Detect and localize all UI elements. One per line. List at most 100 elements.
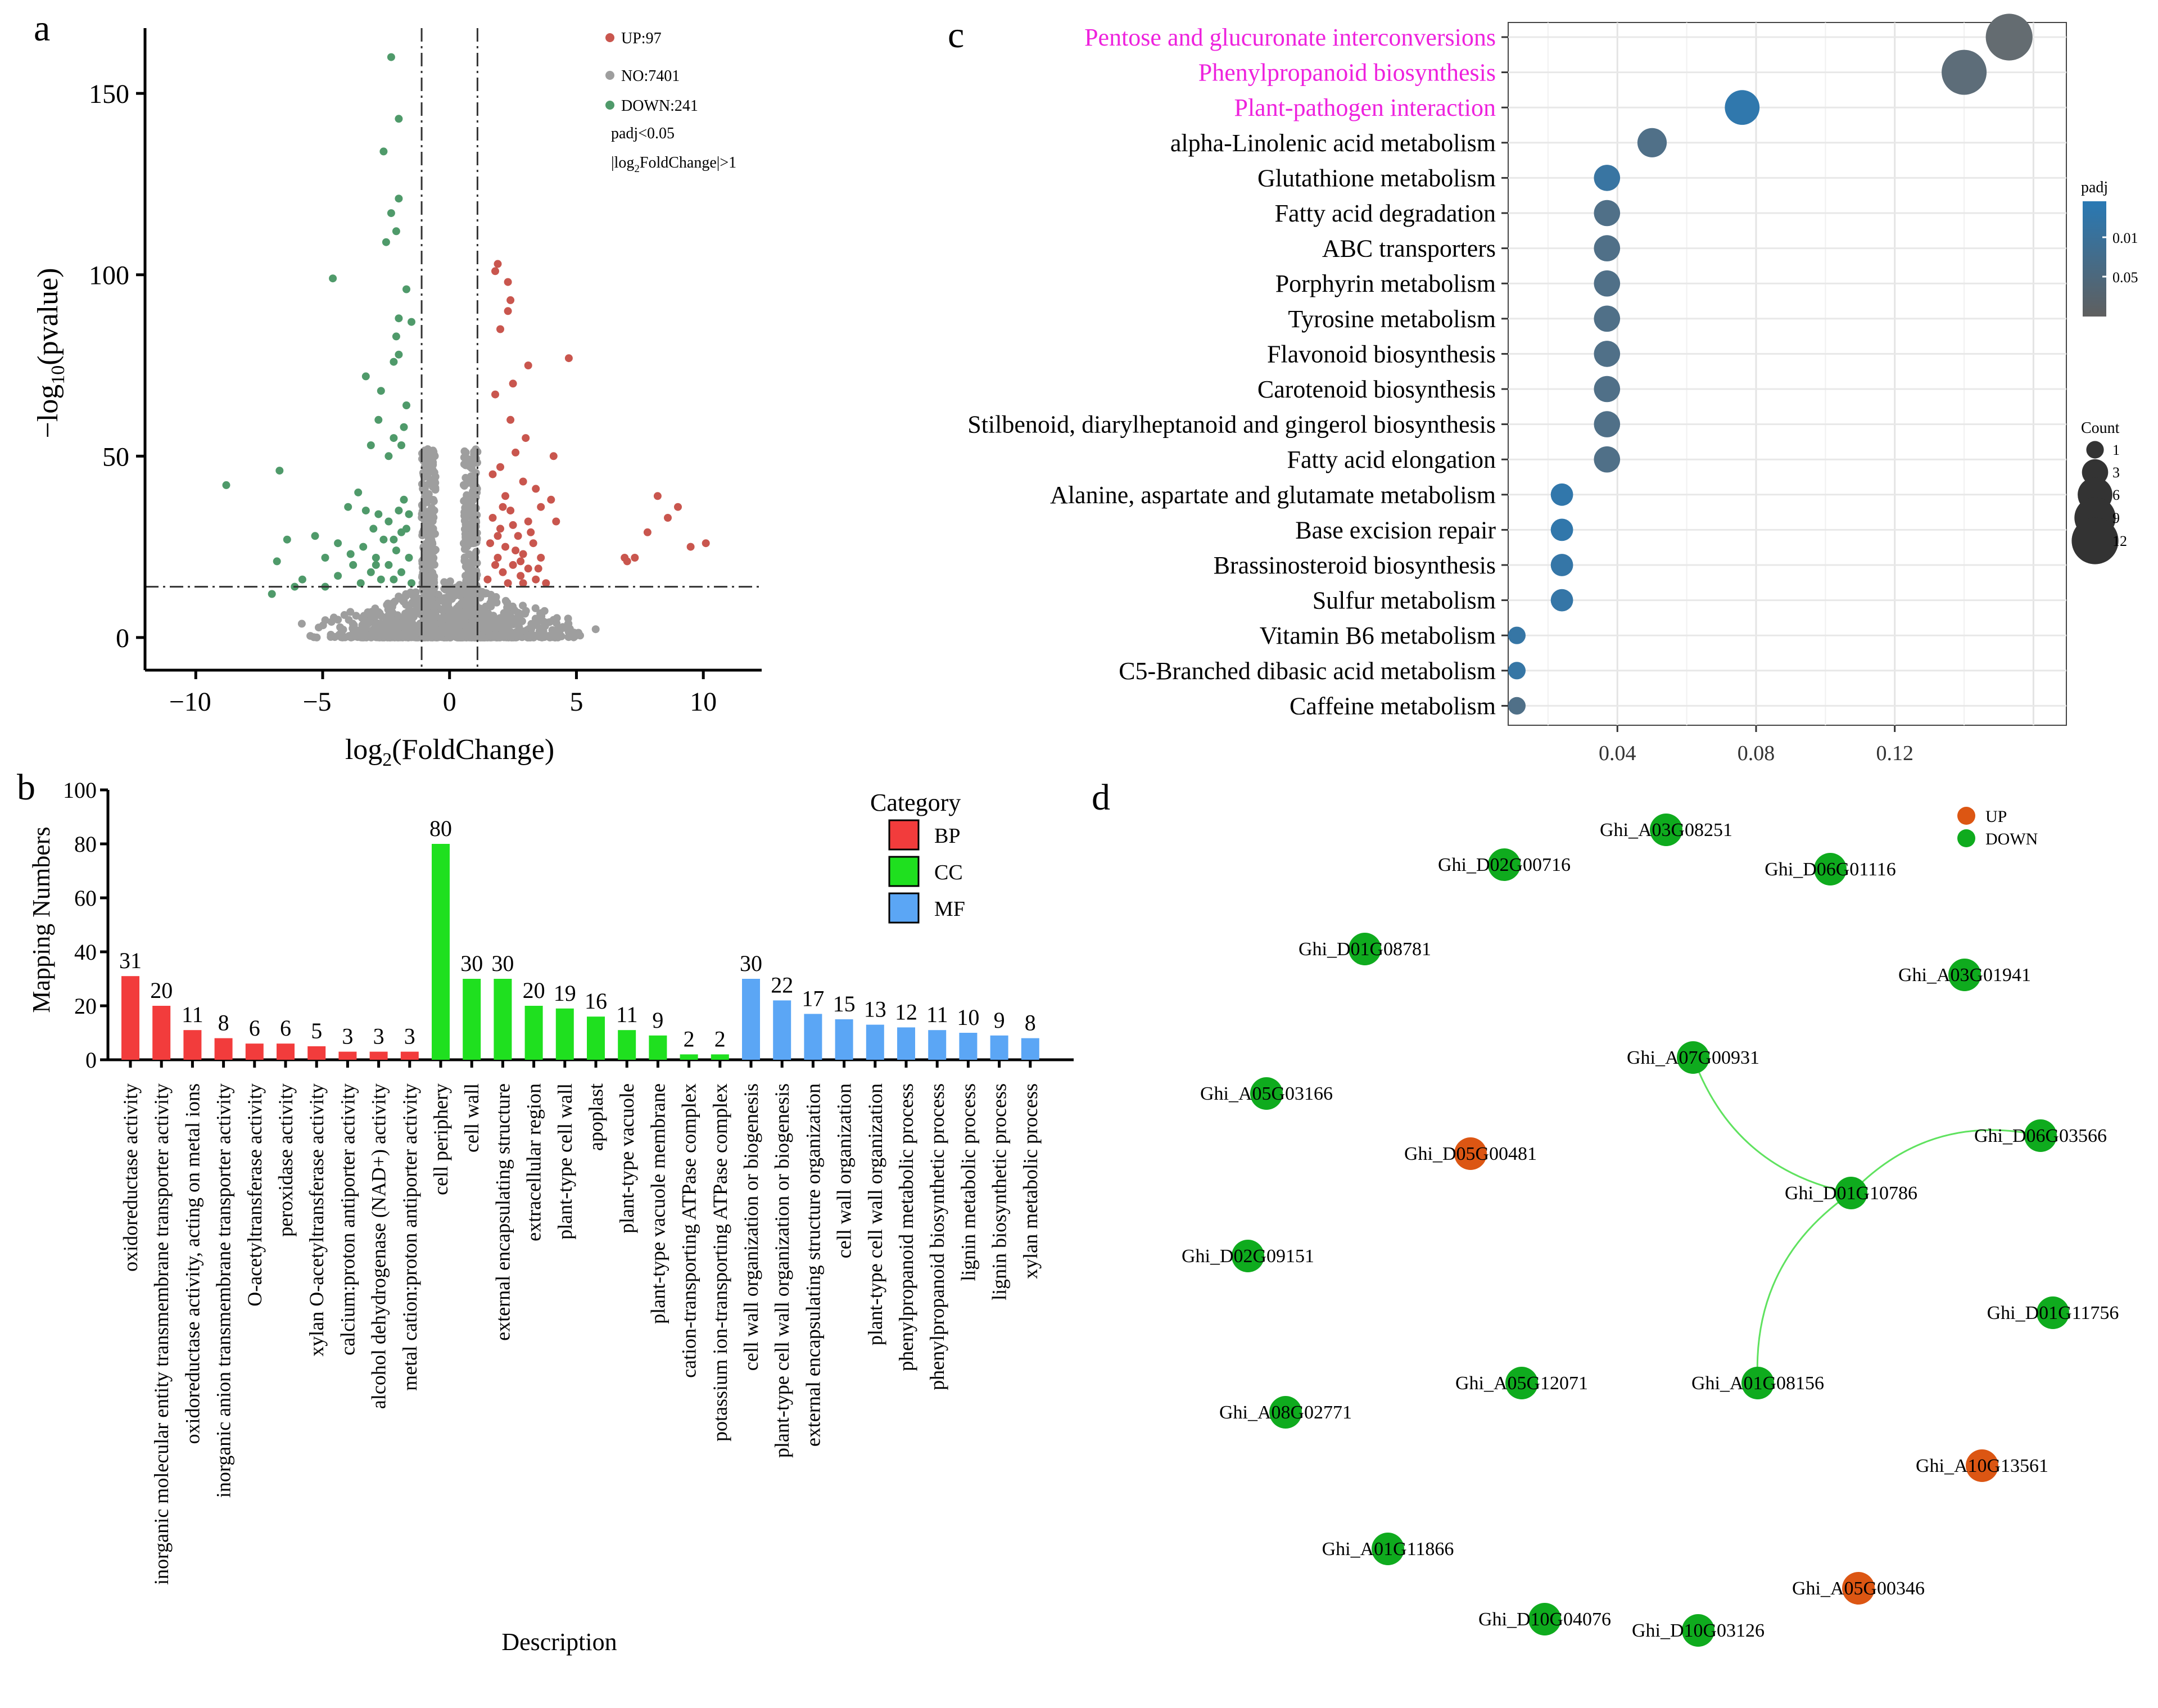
legend-down-label: DOWN:241	[621, 97, 698, 115]
gene-network: Ghi_A03G08251 Ghi_D02G00716 Ghi_D06G01116 G…	[1182, 807, 2119, 1647]
go-bar-value-label: 12	[895, 999, 917, 1024]
network-node	[1232, 1240, 1264, 1272]
volcano-point-down	[346, 550, 355, 558]
volcano-point-ns	[361, 625, 370, 633]
volcano-point-up	[631, 554, 639, 562]
network-edge	[1850, 1129, 2041, 1194]
volcano-point-down	[222, 481, 230, 489]
go-bar	[928, 1030, 947, 1060]
legend-padj-note: padj<0.05	[611, 125, 675, 142]
volcano-point-ns	[531, 631, 540, 640]
volcano-point-down	[321, 554, 329, 562]
volcano-point-ns	[504, 612, 512, 620]
go-category-label: metal cation:proton antiporter activity	[399, 1083, 421, 1391]
kegg-pathway-label: Fatty acid elongation	[1287, 446, 1496, 473]
volcano-point-ns	[358, 614, 366, 622]
volcano-point-ns	[465, 625, 473, 633]
volcano-point-up	[524, 362, 532, 369]
kegg-pathway-label: ABC transporters	[1322, 235, 1496, 263]
volcano-point-ns	[490, 622, 497, 630]
volcano-point-ns	[539, 623, 548, 631]
padj-legend-title: padj	[2081, 179, 2108, 196]
volcano-point-ns	[468, 491, 476, 500]
volcano-point-ns	[499, 624, 508, 632]
padj-tick-label-005: 0.05	[2112, 269, 2138, 286]
volcano-point-up	[522, 434, 530, 442]
go-bar-value-label: 5	[311, 1018, 322, 1043]
volcano-point-up	[491, 561, 499, 569]
volcano-point-ns	[418, 502, 427, 510]
volcano-point-up	[552, 517, 560, 526]
kegg-pathway-label: Pentose and glucuronate interconversions	[1084, 24, 1496, 51]
volcano-point-ns	[553, 614, 561, 622]
volcano-point-ns	[426, 467, 434, 475]
volcano-point-ns	[431, 620, 439, 628]
legend-ns-marker	[605, 71, 614, 80]
volcano-point-ns	[469, 590, 477, 598]
go-category-label: calcium:proton antiporter activity	[336, 1083, 359, 1355]
kegg-pathway-label: Carotenoid biosynthesis	[1257, 376, 1496, 403]
volcano-point-up	[532, 575, 540, 584]
volcano-point-up	[519, 477, 527, 486]
go-bar	[990, 1035, 1008, 1060]
network-node-label: Ghi_A05G00346	[1792, 1578, 1925, 1599]
go-bar-value-label: 80	[429, 816, 452, 841]
kegg-pathway-label: alpha-Linolenic acid metabolism	[1170, 129, 1496, 157]
volcano-point-down	[379, 147, 388, 156]
volcano-point-down	[390, 535, 398, 544]
volcano-point-down	[395, 507, 403, 515]
go-bar-value-label: 9	[994, 1007, 1005, 1033]
legend-up-marker	[605, 33, 614, 42]
volcano-point-down	[392, 546, 400, 555]
network-node-label: Ghi_D06G01116	[1765, 859, 1896, 880]
volcano-point-down	[359, 543, 368, 551]
go-bar-value-label: 19	[554, 980, 576, 1006]
volcano-point-ns	[522, 607, 530, 615]
volcano-point-up	[512, 448, 520, 457]
volcano-point-up	[494, 532, 502, 540]
go-bar	[866, 1024, 884, 1060]
network-node-label: Ghi_D01G08781	[1299, 939, 1431, 960]
go-bar-value-label: 10	[957, 1005, 979, 1030]
volcano-point-up	[504, 278, 512, 286]
go-bar	[524, 1006, 543, 1060]
volcano-point-down	[344, 503, 352, 511]
network-edges	[1692, 1057, 2041, 1384]
go-bar	[649, 1035, 667, 1060]
volcano-point-ns	[402, 600, 410, 609]
network-node-label: Ghi_D05G00481	[1404, 1144, 1537, 1164]
volcano-point-down	[275, 467, 284, 475]
volcano-point-down	[329, 274, 337, 283]
volcano-x-tick-label: −10	[169, 687, 211, 717]
count-legend-label: 1	[2112, 442, 2120, 458]
volcano-point-ns	[460, 581, 468, 589]
volcano-point-up	[486, 539, 494, 548]
network-node	[1948, 959, 1981, 991]
go-bar-value-label: 11	[182, 1002, 203, 1027]
volcano-point-ns	[409, 622, 417, 630]
go-category-label: plant-type cell wall organization or bio…	[771, 1083, 793, 1458]
volcano-point-up	[547, 495, 555, 504]
network-node	[1835, 1177, 1867, 1209]
volcano-point-up	[509, 379, 517, 388]
volcano-significant-points	[222, 53, 710, 598]
go-category-label: phenylpropanoid biosynthetic process	[926, 1083, 948, 1390]
volcano-y-axis-title: −log10(pvalue)	[32, 268, 69, 438]
volcano-point-up	[491, 390, 499, 399]
go-bar-value-label: 30	[740, 951, 762, 976]
network-node	[1741, 1367, 1774, 1399]
go-bar-value-label: 9	[652, 1007, 663, 1033]
volcano-point-down	[374, 415, 383, 424]
volcano-threshold-lines	[145, 28, 762, 670]
volcano-point-ns	[508, 620, 515, 629]
volcano-point-up	[549, 452, 558, 460]
volcano-point-ns	[482, 602, 490, 611]
volcano-point-up	[483, 575, 492, 584]
volcano-point-down	[387, 209, 395, 218]
volcano-y-axis-title-rest: (pvalue)	[32, 268, 64, 365]
volcano-point-ns	[502, 633, 510, 641]
volcano-point-ns	[351, 631, 359, 639]
kegg-dot	[1594, 411, 1621, 437]
